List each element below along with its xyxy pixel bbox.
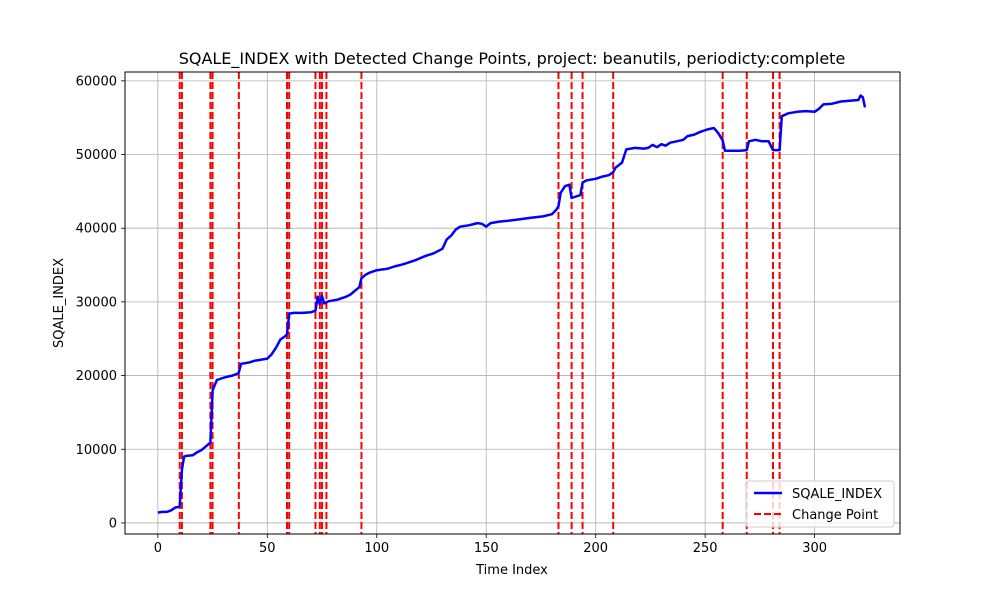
y-tick-label: 50000: [76, 148, 117, 163]
legend: SQALE_INDEX Change Point: [745, 480, 895, 528]
legend-label-sqale-index: SQALE_INDEX: [792, 487, 882, 502]
grid: [125, 72, 900, 534]
x-tick-label: 250: [693, 541, 718, 556]
x-tick-label: 300: [802, 541, 827, 556]
x-tick-label: 0: [154, 541, 162, 556]
y-tick-label: 30000: [76, 295, 117, 310]
plot-frame: [124, 71, 901, 535]
y-axis-ticks: 0 10000 20000 30000 40000 50000 60000: [76, 74, 125, 531]
x-tick-label: 100: [364, 541, 389, 556]
x-tick-label: 50: [259, 541, 276, 556]
x-axis-ticks: 0 50 100 150 200 250 300: [154, 534, 827, 556]
x-axis-label: Time Index: [475, 563, 548, 578]
y-tick-label: 0: [109, 516, 117, 531]
chart-title: SQALE_INDEX with Detected Change Points,…: [179, 49, 846, 69]
legend-label-change-point: Change Point: [792, 508, 878, 523]
x-tick-label: 200: [583, 541, 608, 556]
y-axis-label: SQALE_INDEX: [52, 258, 67, 348]
y-tick-label: 60000: [76, 74, 117, 89]
y-tick-label: 40000: [76, 222, 117, 237]
y-tick-label: 10000: [76, 443, 117, 458]
y-tick-label: 20000: [76, 369, 117, 384]
series-line-sqale-index: [157, 94, 867, 514]
legend-box: [745, 480, 895, 528]
x-tick-label: 150: [474, 541, 499, 556]
series-layer: [157, 94, 867, 514]
